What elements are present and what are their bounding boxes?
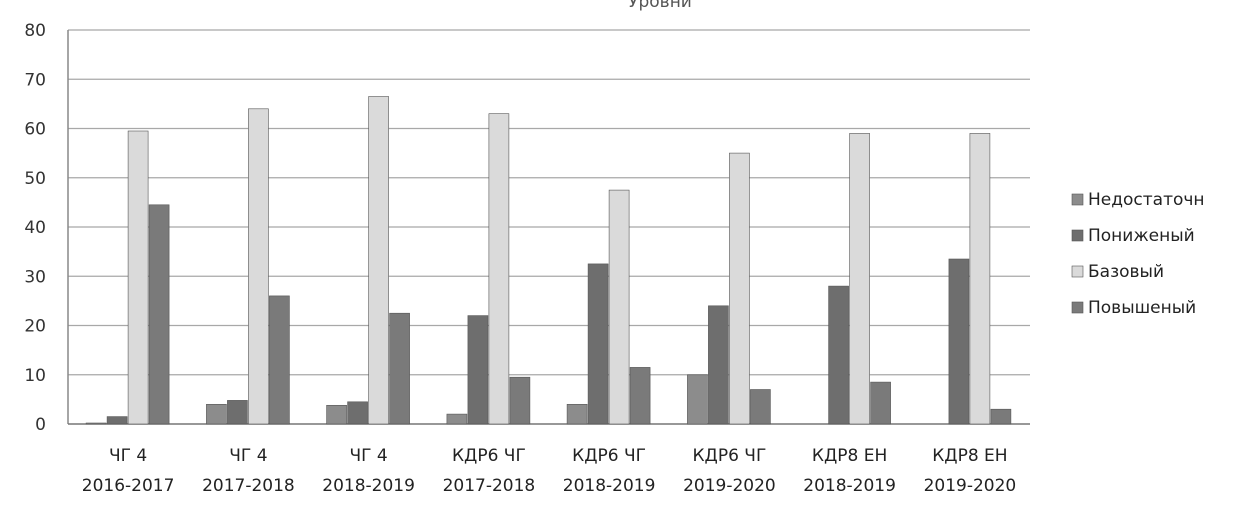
x-tick-label: 2019-2020 — [924, 476, 1017, 496]
x-tick-label: 2017-2018 — [443, 476, 536, 496]
x-tick-label: КДР8 ЕН — [812, 446, 887, 466]
bar — [148, 204, 170, 425]
bar — [347, 401, 368, 425]
legend-label: Повышеный — [1088, 298, 1196, 318]
x-tick-label: 2018-2019 — [322, 476, 415, 496]
x-tick-label: ЧГ 4 — [109, 446, 147, 466]
x-tick-label: КДР8 ЕН — [932, 446, 1007, 466]
bar — [687, 374, 708, 425]
y-tick-label: 80 — [24, 21, 46, 41]
y-tick-label: 0 — [35, 415, 46, 435]
bar — [828, 285, 849, 425]
bar — [849, 133, 870, 425]
bar — [446, 413, 468, 425]
bar — [467, 315, 489, 425]
y-tick-label: 70 — [24, 70, 46, 90]
x-tick-label: 2019-2020 — [683, 476, 776, 496]
x-tick-label: ЧГ 4 — [349, 446, 387, 466]
legend-label: Пониженый — [1088, 226, 1195, 246]
legend-swatch — [1071, 229, 1084, 242]
bar — [587, 263, 609, 425]
x-tick-label: ЧГ 4 — [229, 446, 267, 466]
bar — [206, 403, 227, 425]
bar — [326, 404, 347, 425]
y-tick-label: 10 — [24, 366, 46, 386]
y-tick-label: 30 — [24, 267, 46, 287]
bar — [990, 408, 1012, 425]
y-tick-label: 50 — [24, 169, 46, 189]
bar — [870, 381, 891, 425]
bar — [227, 400, 248, 425]
bar — [969, 133, 991, 425]
legend-swatch — [1071, 301, 1084, 314]
bar — [750, 389, 771, 425]
x-tick-label: КДР6 ЧГ — [692, 446, 766, 466]
legend-label: Базовый — [1088, 262, 1164, 282]
bar — [106, 416, 128, 425]
bar — [488, 113, 510, 425]
legend-swatch — [1071, 193, 1084, 206]
y-tick-label: 60 — [24, 120, 46, 140]
legend-swatch — [1071, 265, 1084, 278]
bar — [248, 108, 269, 425]
bar — [566, 403, 588, 425]
bar — [729, 152, 750, 425]
x-tick-label: КДР6 ЧГ — [452, 446, 526, 466]
bar — [85, 422, 107, 425]
bar — [368, 96, 389, 425]
bar — [509, 376, 531, 425]
x-tick-label: 2018-2019 — [563, 476, 656, 496]
y-tick-label: 20 — [24, 317, 46, 337]
bar — [127, 130, 149, 425]
bar — [608, 189, 630, 425]
y-tick-label: 40 — [24, 218, 46, 238]
x-tick-label: КДР6 ЧГ — [572, 446, 646, 466]
bar — [948, 258, 970, 425]
legend-label: Недостаточн — [1088, 190, 1205, 210]
bar — [389, 312, 410, 425]
bar — [708, 305, 729, 425]
x-tick-label: 2018-2019 — [803, 476, 896, 496]
chart-title: Уровни — [628, 0, 692, 12]
x-tick-label: 2017-2018 — [202, 476, 295, 496]
bar — [269, 295, 290, 425]
x-tick-label: 2016-2017 — [82, 476, 175, 496]
bar — [629, 367, 651, 425]
